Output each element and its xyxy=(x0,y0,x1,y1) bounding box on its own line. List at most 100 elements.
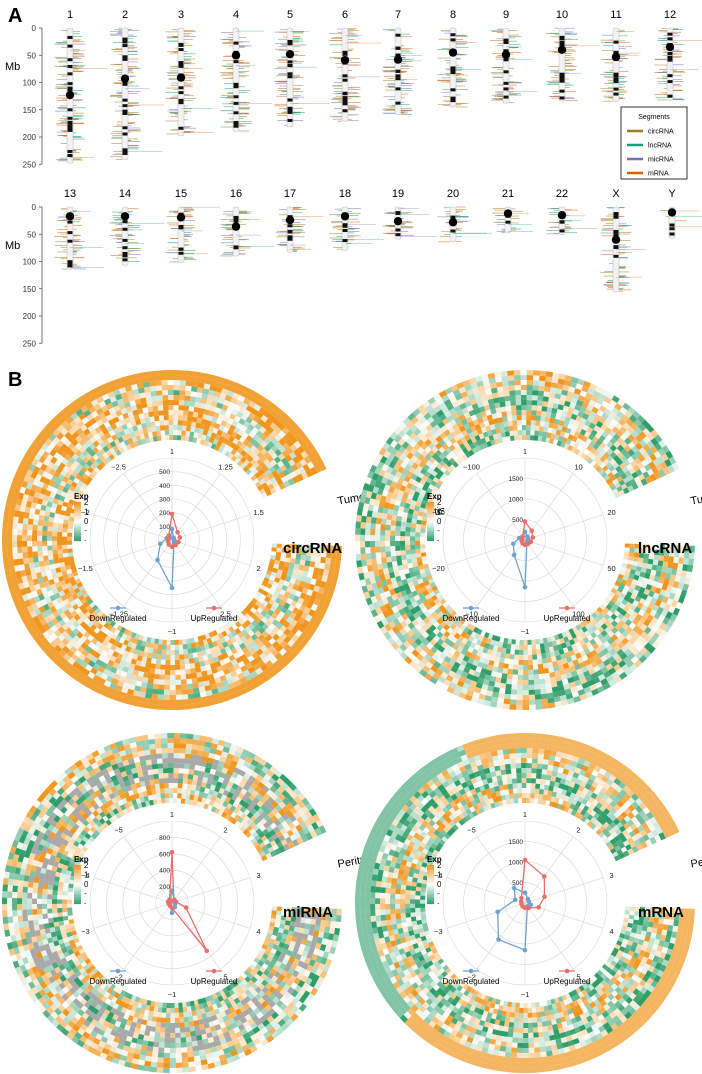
heatmap-cell xyxy=(181,425,188,431)
heatmap-cell xyxy=(169,689,176,695)
heatmap-cell xyxy=(143,412,150,419)
heatmap-cell xyxy=(190,672,198,679)
heatmap-cell xyxy=(158,415,165,421)
heatmap-cell xyxy=(181,639,187,645)
heatmap-cell xyxy=(99,454,106,462)
y-tick-label: 100 xyxy=(23,79,37,88)
heatmap-cell xyxy=(43,559,50,566)
heatmap-cell xyxy=(191,381,200,388)
heatmap-cell xyxy=(283,480,291,488)
heatmap-cell xyxy=(237,618,245,626)
heatmap-cell xyxy=(183,410,190,417)
heatmap-cell xyxy=(319,562,326,571)
chromosome-band xyxy=(342,52,348,56)
heatmap-cell xyxy=(178,659,185,665)
heatmap-cell xyxy=(7,488,15,497)
heatmap-cell xyxy=(206,673,215,681)
heatmap-cell xyxy=(154,663,161,670)
chromosome-band xyxy=(395,33,401,37)
heatmap-cell xyxy=(289,558,296,565)
heatmap-cell xyxy=(300,575,308,583)
heatmap-cell xyxy=(201,675,209,682)
heatmap-cell xyxy=(162,704,170,710)
heatmap-cell xyxy=(209,405,217,413)
chromosome-band xyxy=(287,224,293,228)
heatmap-cell xyxy=(156,395,164,401)
radar-spoke-label: 2 xyxy=(256,564,260,573)
exp-legend-step xyxy=(74,524,81,526)
heatmap-cell xyxy=(149,698,158,705)
heatmap-cell xyxy=(12,540,18,548)
circrna-circular-panel: Peritumoral tissueTumorcircRNAExp210−1−2… xyxy=(2,370,464,710)
heatmap-cell xyxy=(156,699,164,705)
heatmap-cell xyxy=(150,390,158,397)
heatmap-cell xyxy=(17,581,25,590)
heatmap-cell xyxy=(149,380,157,387)
heatmap-cell xyxy=(235,684,244,692)
chromosome-band xyxy=(178,62,184,66)
centromere xyxy=(665,42,675,52)
heatmap-cell xyxy=(284,557,291,564)
heatmap-cell xyxy=(516,410,523,416)
chromosome-3: 3 xyxy=(165,9,215,137)
heatmap-cell xyxy=(42,525,48,532)
chromosome-band xyxy=(342,228,348,232)
heatmap-cell xyxy=(27,494,34,503)
heatmap-cell xyxy=(188,406,195,412)
heatmap-cell xyxy=(190,642,196,649)
y-axis-title: Mb xyxy=(5,240,20,252)
heatmap-cell xyxy=(94,607,102,614)
heatmap-cell xyxy=(121,681,130,689)
heatmap-cell xyxy=(145,396,153,403)
heatmap-cell xyxy=(173,430,179,436)
heatmap-cell xyxy=(137,387,146,394)
heatmap-cell xyxy=(225,677,235,685)
heatmap-cell xyxy=(134,659,142,667)
chromosome-band xyxy=(287,60,293,64)
heatmap-cell xyxy=(168,409,175,416)
heatmap-cell xyxy=(158,669,166,675)
heatmap-cell xyxy=(199,665,207,672)
heatmap-cell xyxy=(159,420,165,426)
heatmap-cell xyxy=(96,622,104,630)
heatmap-cell xyxy=(57,535,63,541)
heatmap-cell xyxy=(167,394,175,401)
heatmap-cell xyxy=(276,547,282,553)
y-tick-label: 50 xyxy=(27,51,36,60)
panel-a-label: A xyxy=(8,5,22,27)
heatmap-cell xyxy=(246,610,254,618)
chromosome-band xyxy=(67,123,73,127)
heatmap-cell xyxy=(30,501,38,509)
heatmap-cell xyxy=(522,644,528,650)
heatmap-cell xyxy=(52,544,58,551)
heatmap-cell xyxy=(527,664,534,670)
heatmap-cell xyxy=(157,405,165,411)
chromosome-label: 5 xyxy=(287,9,293,21)
heatmap-cell xyxy=(328,564,336,572)
heatmap-cell xyxy=(106,624,114,632)
heatmap-cell xyxy=(210,688,219,695)
heatmap-cell xyxy=(173,639,179,645)
exp-legend-step xyxy=(74,533,81,535)
heatmap-cell xyxy=(61,569,68,576)
chromosome-band xyxy=(287,72,293,76)
centromere xyxy=(448,218,458,227)
heatmap-cell xyxy=(331,545,337,554)
heatmap-cell xyxy=(57,526,63,533)
heatmap-cell xyxy=(211,693,221,700)
exp-legend-step xyxy=(74,521,81,523)
heatmap-cell xyxy=(42,535,48,541)
chromosome-band xyxy=(178,251,184,255)
heatmap-cell xyxy=(138,691,146,698)
heatmap-cell xyxy=(32,555,39,563)
heatmap-cell xyxy=(90,610,98,618)
chromosome-band xyxy=(613,80,619,84)
heatmap-cell xyxy=(182,415,189,422)
heatmap-cell xyxy=(185,425,192,432)
heatmap-cell xyxy=(183,658,190,665)
heatmap-cell xyxy=(286,548,292,555)
heatmap-cell xyxy=(37,524,43,531)
chromosome-band xyxy=(178,247,184,251)
heatmap-cell xyxy=(163,674,171,680)
down-legend-point xyxy=(115,605,121,611)
